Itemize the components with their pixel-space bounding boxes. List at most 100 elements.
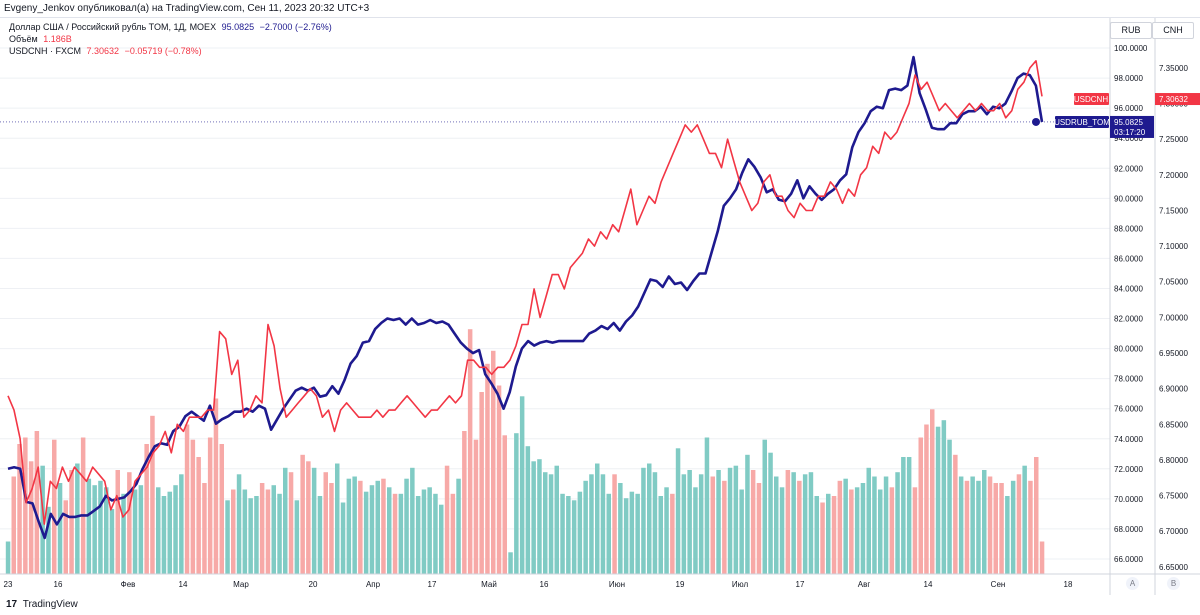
series-lines	[7, 55, 1044, 540]
rub-tick-label: 94.0000	[1114, 134, 1143, 143]
volume-bar	[398, 493, 404, 574]
legend: Доллар США / Российский рубль TOM, 1Д, M…	[9, 21, 335, 57]
legend-main-row[interactable]: Доллар США / Российский рубль TOM, 1Д, M…	[9, 21, 335, 33]
volume-bar	[745, 454, 750, 574]
volume-bar	[548, 474, 554, 574]
rub-scale-button[interactable]: RUB	[1110, 22, 1152, 39]
volume-bar	[883, 476, 889, 574]
volume-bar	[722, 480, 727, 574]
auto-scale-button[interactable]: A	[1126, 577, 1139, 590]
cnh-tick-label: 7.00000	[1159, 313, 1188, 322]
legend-main-change: −2.7000 (−2.76%)	[259, 22, 332, 32]
volume-bar	[340, 502, 346, 574]
usdcnh-tag: USDCNH	[1074, 95, 1108, 104]
volume-bar	[595, 463, 600, 574]
volume-bar	[635, 493, 640, 574]
log-scale-button[interactable]: B	[1167, 577, 1180, 590]
volume-bar	[577, 491, 583, 574]
x-tick-label: Мар	[233, 580, 249, 589]
volume-bar	[970, 476, 975, 574]
cnh-tick-label: 6.90000	[1159, 385, 1188, 394]
price-chart[interactable]: 100.0000 98.0000 96.0000 94.0000 92.0000 90.0…	[0, 18, 1200, 595]
volume-bar	[421, 489, 427, 574]
x-tick-label: 23	[4, 580, 13, 589]
volume-bar	[999, 483, 1004, 574]
volume-bar	[843, 478, 848, 574]
volume-bar	[92, 485, 97, 574]
volume-bar	[566, 496, 571, 574]
volume-bar	[589, 474, 594, 574]
volume-bar	[710, 476, 715, 574]
volume-bar	[196, 457, 201, 574]
volume-bar	[704, 437, 710, 574]
rub-tick-label: 90.0000	[1114, 194, 1143, 203]
rub-tick-label: 66.0000	[1114, 555, 1143, 564]
volume-bar	[849, 489, 854, 574]
x-tick-label: 19	[676, 580, 685, 589]
volume-bar	[814, 496, 819, 574]
volume-bar	[964, 480, 970, 574]
volume-bar	[363, 491, 369, 574]
volume-bar	[40, 465, 45, 574]
volume-bar	[127, 472, 132, 574]
volume-bar	[444, 465, 450, 574]
volume-bar	[410, 467, 415, 574]
volume-bar	[392, 493, 398, 574]
volume-bar	[987, 476, 993, 574]
legend-overlay-row[interactable]: USDCNH · FXCM 7.30632 −0.05719 (−0.78%)	[9, 45, 335, 57]
volume-bar	[808, 472, 814, 574]
volume-bar	[207, 437, 213, 574]
volume-bar	[514, 433, 519, 574]
rub-tick-label: 78.0000	[1114, 375, 1143, 384]
x-tick-label: 14	[924, 580, 933, 589]
x-tick-label: Фев	[121, 580, 136, 589]
usdrub-timer-label: 03:17:20	[1114, 128, 1146, 137]
volume-bar	[219, 444, 224, 574]
usdrub-price-label: 95.0825	[1114, 118, 1143, 127]
volume-bar	[941, 420, 947, 574]
usdcnh-tag-bg	[1074, 93, 1109, 106]
cnh-tick-label: 7.20000	[1159, 171, 1188, 180]
volume-bar	[1005, 496, 1010, 574]
cnh-tick-label: 6.85000	[1159, 420, 1188, 429]
volume-bar	[976, 480, 981, 574]
volume-bar	[612, 474, 617, 574]
volume-bar	[11, 476, 16, 574]
publish-info: Evgeny_Jenkov опубликовал(а) на TradingV…	[0, 0, 1200, 18]
volume-bar	[375, 480, 380, 574]
volume-bar	[225, 500, 230, 574]
volume-bar	[560, 493, 565, 574]
cnh-tick-label: 7.10000	[1159, 242, 1188, 251]
volume-bar	[652, 472, 658, 574]
volume-bar	[901, 457, 906, 574]
volume-bar	[785, 470, 791, 574]
volume-bar	[259, 483, 265, 574]
volume-bar	[317, 496, 323, 574]
volume-bar	[335, 463, 340, 574]
volume-bar	[104, 487, 109, 574]
volume-bar	[698, 474, 704, 574]
usdcnh-price-label-bg	[1155, 93, 1200, 106]
volume-bar	[329, 483, 334, 574]
legend-volume-value: 1.186B	[43, 34, 72, 44]
cnh-scale-button[interactable]: CNH	[1152, 22, 1194, 39]
volume-bar	[109, 509, 115, 574]
tradingview-brand: TradingView	[22, 599, 78, 610]
legend-volume-row[interactable]: Объём 1.186B	[9, 33, 335, 45]
rub-tick-label: 80.0000	[1114, 345, 1143, 354]
volume-bar	[693, 487, 698, 574]
rub-tick-label: 96.0000	[1114, 104, 1143, 113]
volume-bar	[404, 478, 409, 574]
volume-bar	[23, 437, 28, 574]
cnh-tick-label: 6.95000	[1159, 349, 1188, 358]
volume-bar	[132, 489, 138, 574]
volume-bar	[733, 465, 739, 574]
x-tick-label: Сен	[991, 580, 1006, 589]
volume-bar	[779, 487, 785, 574]
x-tick-label: 16	[54, 580, 63, 589]
rub-tick-label: 72.0000	[1114, 465, 1143, 474]
volume-bar	[537, 459, 542, 574]
volume-bar	[750, 470, 756, 574]
volume-bar	[600, 474, 606, 574]
volume-bar	[912, 487, 918, 574]
